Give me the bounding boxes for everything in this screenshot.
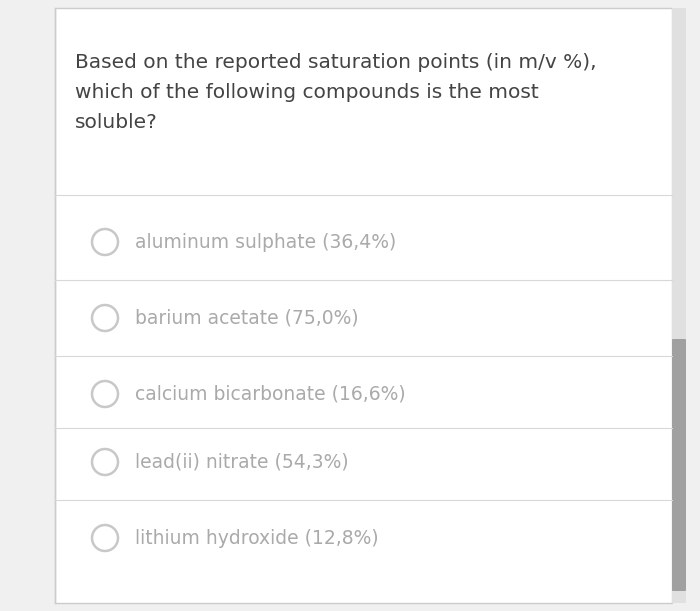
Circle shape: [92, 449, 118, 475]
Circle shape: [92, 525, 118, 551]
Text: aluminum sulphate (36,4%): aluminum sulphate (36,4%): [135, 233, 396, 252]
Text: soluble?: soluble?: [75, 113, 158, 132]
Bar: [55, 8, 672, 603]
Text: which of the following compounds is the most: which of the following compounds is the …: [75, 83, 539, 102]
FancyBboxPatch shape: [672, 339, 686, 591]
Circle shape: [92, 381, 118, 407]
Bar: [672, 8, 686, 603]
Text: barium acetate (75,0%): barium acetate (75,0%): [135, 309, 358, 327]
Text: lead(ii) nitrate (54,3%): lead(ii) nitrate (54,3%): [135, 453, 349, 472]
Circle shape: [92, 229, 118, 255]
Text: calcium bicarbonate (16,6%): calcium bicarbonate (16,6%): [135, 384, 405, 403]
Text: Based on the reported saturation points (in m/v %),: Based on the reported saturation points …: [75, 53, 596, 72]
Text: lithium hydroxide (12,8%): lithium hydroxide (12,8%): [135, 529, 379, 547]
Circle shape: [92, 305, 118, 331]
